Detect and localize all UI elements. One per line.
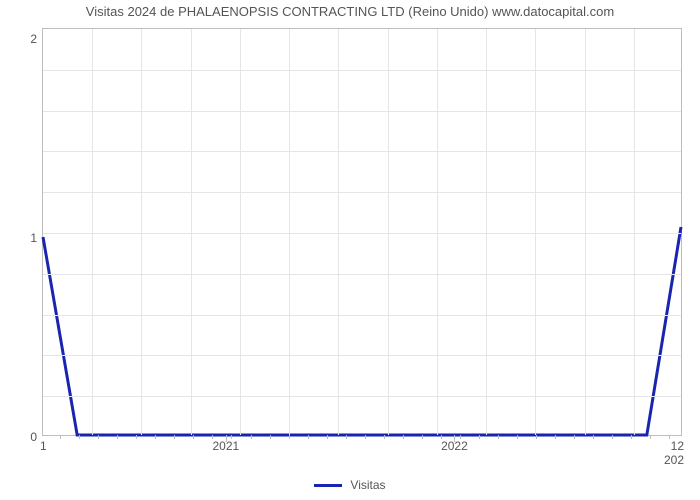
gridline-horizontal — [43, 233, 681, 234]
x-minor-tick — [251, 435, 252, 439]
x-minor-tick — [479, 435, 480, 439]
gridline-vertical — [92, 29, 93, 435]
x-minor-tick — [327, 435, 328, 439]
x-minor-tick — [155, 435, 156, 439]
gridline-vertical — [486, 29, 487, 435]
chart-container: { "chart": { "type": "line", "title": "V… — [0, 0, 700, 500]
x-minor-tick — [498, 435, 499, 439]
x-minor-tick — [289, 435, 290, 439]
x-major-tick — [454, 435, 455, 442]
x-edge-left-label: 1 — [40, 439, 47, 453]
gridline-horizontal — [43, 396, 681, 397]
gridline-vertical — [240, 29, 241, 435]
gridline-vertical — [585, 29, 586, 435]
gridline-horizontal — [43, 192, 681, 193]
gridline-vertical — [141, 29, 142, 435]
x-minor-tick — [136, 435, 137, 439]
y-tick-label: 0 — [30, 430, 37, 444]
x-minor-tick — [612, 435, 613, 439]
x-minor-tick — [650, 435, 651, 439]
x-minor-tick — [212, 435, 213, 439]
x-minor-tick — [384, 435, 385, 439]
x-minor-tick — [631, 435, 632, 439]
x-minor-tick — [536, 435, 537, 439]
legend: Visitas — [0, 478, 700, 492]
gridline-horizontal — [43, 151, 681, 152]
x-minor-tick — [231, 435, 232, 439]
gridline-horizontal — [43, 274, 681, 275]
x-minor-tick — [555, 435, 556, 439]
gridline-horizontal — [43, 315, 681, 316]
x-minor-tick — [79, 435, 80, 439]
gridline-vertical — [388, 29, 389, 435]
x-minor-tick — [422, 435, 423, 439]
plot-area: 01220212022112 202 — [42, 28, 682, 436]
x-minor-tick — [308, 435, 309, 439]
x-minor-tick — [517, 435, 518, 439]
gridline-horizontal — [43, 355, 681, 356]
gridline-horizontal — [43, 70, 681, 71]
x-minor-tick — [98, 435, 99, 439]
x-minor-tick — [174, 435, 175, 439]
x-minor-tick — [441, 435, 442, 439]
legend-label: Visitas — [350, 478, 385, 492]
x-edge-right-label: 12 202 — [664, 439, 684, 467]
x-minor-tick — [403, 435, 404, 439]
gridline-vertical — [289, 29, 290, 435]
y-tick-label: 2 — [30, 32, 37, 46]
x-minor-tick — [346, 435, 347, 439]
x-minor-tick — [365, 435, 366, 439]
legend-swatch — [314, 484, 342, 487]
gridline-vertical — [535, 29, 536, 435]
gridline-vertical — [634, 29, 635, 435]
x-minor-tick — [593, 435, 594, 439]
x-minor-tick — [270, 435, 271, 439]
x-minor-tick — [117, 435, 118, 439]
x-minor-tick — [60, 435, 61, 439]
gridline-vertical — [338, 29, 339, 435]
gridline-horizontal — [43, 111, 681, 112]
x-minor-tick — [669, 435, 670, 439]
y-tick-label: 1 — [30, 231, 37, 245]
x-minor-tick — [574, 435, 575, 439]
x-minor-tick — [193, 435, 194, 439]
x-major-tick — [226, 435, 227, 442]
gridline-vertical — [437, 29, 438, 435]
chart-title: Visitas 2024 de PHALAENOPSIS CONTRACTING… — [0, 4, 700, 19]
gridline-vertical — [191, 29, 192, 435]
x-minor-tick — [460, 435, 461, 439]
